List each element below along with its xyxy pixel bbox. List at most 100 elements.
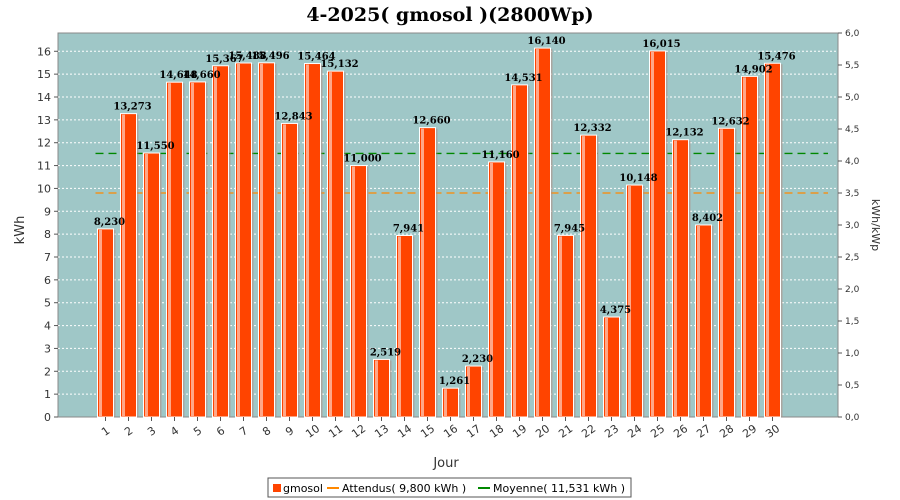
y-tick-label: 3 (44, 342, 51, 355)
x-tick-label: 7 (237, 424, 250, 439)
data-label: 12,843 (274, 111, 312, 122)
y2-tick-label: 0,0 (845, 413, 860, 423)
bar-highlight (674, 140, 677, 416)
bar-highlight (191, 82, 194, 417)
x-tick-label: 26 (671, 422, 690, 441)
x-tick-label: 3 (145, 424, 158, 439)
legend-label-moyenne: Moyenne( 11,531 kWh ) (493, 482, 625, 495)
data-label: 7,945 (554, 223, 585, 234)
x-axis: 1 2 3 4 5 6 7 8 9 10 11 12 13 14 15 16 17 18 19 20 21 22 23 24 2… (99, 417, 782, 441)
bar-highlight (605, 318, 608, 416)
y2-tick-label: 3,0 (845, 221, 860, 231)
bar-highlight (99, 229, 102, 416)
bar-highlight (743, 77, 746, 416)
bar-highlight (214, 66, 217, 417)
bar-highlight (536, 49, 539, 416)
data-label: 15,488 (228, 51, 266, 62)
legend: gmosol Attendus( 9,800 kWh ) Moyenne( 11… (267, 477, 632, 498)
data-label: 15,496 (251, 51, 289, 62)
x-tick-label: 10 (303, 422, 322, 441)
bars (97, 47, 783, 418)
y2-axis: 0,0 0,5 1,0 1,5 2,0 2,5 3,0 3,5 4,0 4,5 5,0 5,5 6,0 (838, 29, 860, 423)
y2-tick-label: 6,0 (845, 29, 860, 39)
y-tick-label: 7 (44, 251, 51, 264)
bar-highlight (168, 83, 171, 416)
y-tick-label: 10 (37, 182, 51, 195)
data-label: 15,464 (297, 52, 335, 63)
bar-highlight (237, 63, 240, 416)
data-label: 14,902 (734, 64, 772, 75)
bar-highlight (260, 63, 263, 416)
x-tick-label: 23 (602, 422, 621, 441)
x-tick-label: 11 (326, 422, 345, 441)
y-tick-label: 13 (37, 114, 51, 127)
x-tick-label: 16 (441, 422, 460, 441)
x-tick-label: 8 (260, 424, 273, 439)
y-tick-label: 1 (44, 388, 51, 401)
x-axis-label: Jour (432, 456, 459, 471)
bar-highlight (375, 360, 378, 416)
y2-axis-label: kWh/kWp (869, 199, 882, 251)
data-label: 1,261 (439, 376, 470, 387)
data-label: 11,000 (343, 154, 381, 165)
data-label: 2,230 (462, 354, 493, 365)
data-label: 15,476 (757, 51, 795, 62)
y-tick-label: 11 (37, 160, 51, 173)
y2-tick-label: 5,0 (845, 93, 860, 103)
bar-highlight (122, 114, 125, 417)
y-tick-label: 16 (37, 45, 51, 58)
y2-tick-label: 1,5 (845, 317, 859, 327)
bar-highlight (559, 236, 562, 416)
data-label: 10,148 (619, 173, 657, 184)
data-label: 11,160 (481, 150, 519, 161)
x-tick-label: 20 (533, 422, 552, 441)
legend-label-gmosol: gmosol (283, 482, 323, 495)
x-tick-label: 13 (372, 422, 391, 441)
data-label: 13,273 (113, 102, 151, 113)
data-label: 14,660 (182, 70, 220, 81)
x-tick-label: 5 (191, 424, 204, 439)
bar-highlight (444, 389, 447, 416)
x-tick-label: 12 (349, 422, 368, 441)
data-label: 11,550 (136, 141, 174, 152)
x-tick-label: 17 (464, 422, 483, 441)
bar-highlight (720, 129, 723, 417)
x-tick-label: 30 (763, 422, 782, 441)
bar-highlight (490, 162, 493, 416)
y2-tick-label: 0,5 (845, 381, 859, 391)
y2-tick-label: 5,5 (845, 61, 859, 71)
data-label: 14,531 (504, 73, 542, 84)
data-label: 16,015 (642, 39, 680, 50)
bar-highlight (513, 85, 516, 416)
bar-highlight (582, 136, 585, 416)
x-tick-label: 15 (418, 422, 437, 441)
x-tick-label: 4 (168, 424, 181, 439)
x-tick-label: 22 (579, 422, 598, 441)
x-tick-label: 14 (395, 422, 414, 441)
y2-tick-label: 3,5 (845, 189, 859, 199)
x-tick-label: 18 (487, 422, 506, 441)
data-label: 15,132 (320, 59, 358, 70)
y-tick-label: 12 (37, 137, 51, 150)
y2-tick-label: 4,0 (845, 157, 860, 167)
x-tick-label: 24 (625, 422, 644, 441)
bar-highlight (145, 154, 148, 416)
bar-highlight (352, 166, 355, 416)
bar-highlight (283, 124, 286, 417)
bar-highlight (697, 225, 700, 416)
bar-highlight (766, 64, 769, 417)
x-tick-label: 28 (717, 422, 736, 441)
y-tick-label: 6 (44, 274, 51, 287)
data-label: 12,332 (573, 123, 611, 134)
y-tick-label: 4 (44, 320, 51, 333)
bar-highlight (421, 128, 424, 416)
y-tick-label: 2 (44, 365, 51, 378)
x-tick-label: 29 (740, 422, 759, 441)
bar-highlight (329, 72, 332, 416)
y-axis-label: kWh (13, 216, 28, 245)
legend-label-attendus: Attendus( 9,800 kWh ) (342, 482, 466, 495)
data-label: 8,402 (692, 213, 723, 224)
x-tick-label: 25 (648, 422, 667, 441)
